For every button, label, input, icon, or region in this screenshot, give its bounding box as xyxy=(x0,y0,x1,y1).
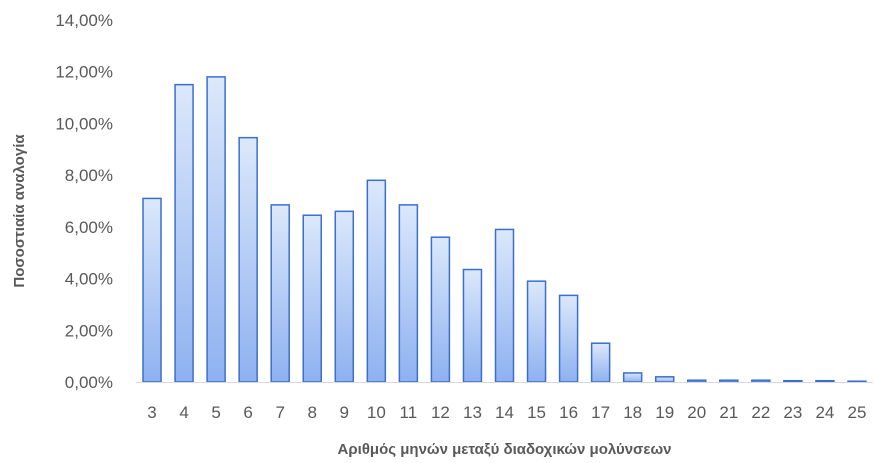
bar-5 xyxy=(206,76,226,383)
y-axis-ticks: 0,00% 2,00% 4,00% 6,00% 8,00% 10,00% 12,00% 14,… xyxy=(55,11,113,392)
x-tick-label: 9 xyxy=(340,403,349,422)
x-tick-label: 20 xyxy=(687,403,706,422)
x-tick-label: 16 xyxy=(559,403,578,422)
bar-12 xyxy=(430,236,451,383)
bar-17 xyxy=(590,342,611,383)
bars-group xyxy=(142,76,867,383)
x-tick-label: 7 xyxy=(275,403,284,422)
y-tick-label: 8,00% xyxy=(65,166,113,185)
bar-11 xyxy=(398,204,419,383)
x-axis-ticks: 3 4 5 6 7 8 9 10 11 12 13 14 15 16 17 18 19 20 21 22 23 24 25 xyxy=(147,403,866,422)
bar-22 xyxy=(751,379,771,383)
x-tick-label: 18 xyxy=(623,403,642,422)
x-tick-label: 10 xyxy=(367,403,386,422)
x-tick-label: 11 xyxy=(400,403,418,422)
x-tick-label: 5 xyxy=(211,403,220,422)
y-tick-label: 2,00% xyxy=(65,321,113,340)
bar-7 xyxy=(270,204,290,383)
x-tick-label: 17 xyxy=(591,403,610,422)
bar-23 xyxy=(783,379,803,383)
bar-13 xyxy=(462,268,483,383)
bar-24 xyxy=(815,379,835,383)
x-tick-label: 24 xyxy=(815,403,834,422)
x-tick-label: 25 xyxy=(848,403,867,422)
y-tick-label: 0,00% xyxy=(65,373,113,392)
x-tick-label: 4 xyxy=(179,403,188,422)
bar-10 xyxy=(366,179,387,383)
bar-15 xyxy=(526,280,547,383)
x-tick-label: 13 xyxy=(463,403,482,422)
x-tick-label: 14 xyxy=(495,403,514,422)
y-tick-label: 6,00% xyxy=(65,218,113,237)
bar-25 xyxy=(847,380,867,383)
bar-19 xyxy=(654,376,675,383)
y-axis-title: Ποσοστιαία αναλογία xyxy=(11,134,28,288)
x-tick-label: 22 xyxy=(751,403,770,422)
bar-16 xyxy=(558,294,579,383)
bar-21 xyxy=(719,379,739,383)
x-tick-label: 21 xyxy=(719,403,738,422)
bar-9 xyxy=(334,210,355,383)
x-tick-label: 23 xyxy=(783,403,802,422)
x-tick-label: 12 xyxy=(431,403,450,422)
x-tick-label: 3 xyxy=(147,403,156,422)
y-tick-label: 14,00% xyxy=(55,11,113,30)
bar-3 xyxy=(142,197,162,383)
x-tick-label: 19 xyxy=(655,403,674,422)
x-tick-label: 8 xyxy=(308,403,317,422)
bar-8 xyxy=(302,214,322,383)
bar-6 xyxy=(238,136,258,383)
bar-18 xyxy=(622,372,643,383)
x-axis-title: Αριθμός μηνών μεταξύ διαδοχικών μολύνσεω… xyxy=(338,441,672,458)
bar-20 xyxy=(687,379,707,383)
y-tick-label: 4,00% xyxy=(65,270,113,289)
y-tick-label: 12,00% xyxy=(55,63,113,82)
y-tick-label: 10,00% xyxy=(55,114,113,133)
x-tick-label: 6 xyxy=(243,403,252,422)
bar-14 xyxy=(494,228,515,383)
x-tick-label: 15 xyxy=(527,403,546,422)
bar-4 xyxy=(174,83,194,383)
